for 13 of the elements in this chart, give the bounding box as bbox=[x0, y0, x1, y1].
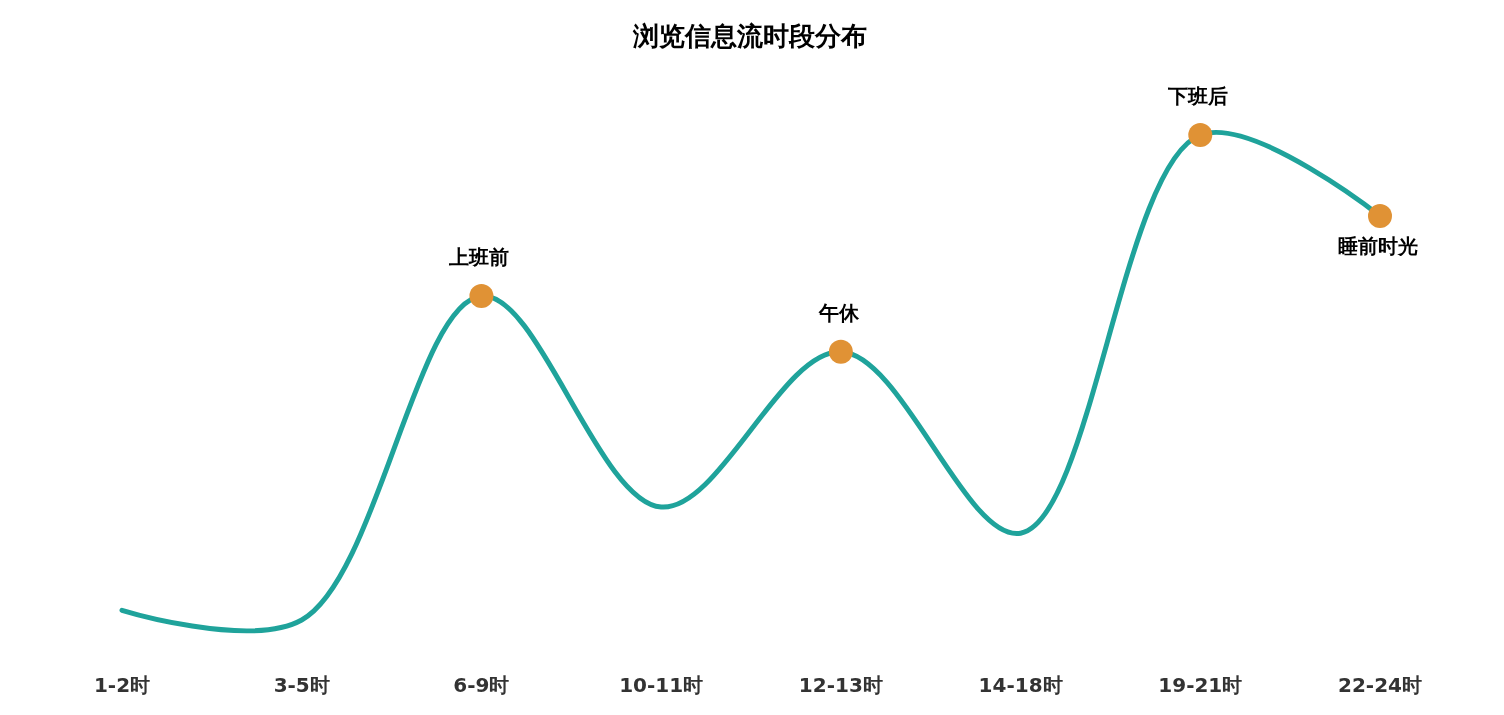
x-tick-label: 10-11时 bbox=[619, 673, 704, 697]
x-tick-label: 6-9时 bbox=[453, 673, 510, 697]
x-tick-label: 12-13时 bbox=[798, 673, 883, 697]
x-tick-label: 14-18时 bbox=[978, 673, 1063, 697]
x-tick-label: 3-5时 bbox=[273, 673, 330, 697]
x-tick-label: 22-24时 bbox=[1338, 673, 1422, 697]
chart-title: 浏览信息流时段分布 bbox=[632, 21, 867, 51]
annotation: 上班前 bbox=[448, 245, 510, 270]
annotation: 睡前时光 bbox=[1338, 233, 1418, 258]
annotation: 午休 bbox=[817, 300, 860, 325]
annotation: 下班后 bbox=[1167, 84, 1229, 108]
x-tick-label: 1-2时 bbox=[93, 673, 151, 697]
x-tick-label: 19-21时 bbox=[1158, 673, 1243, 697]
